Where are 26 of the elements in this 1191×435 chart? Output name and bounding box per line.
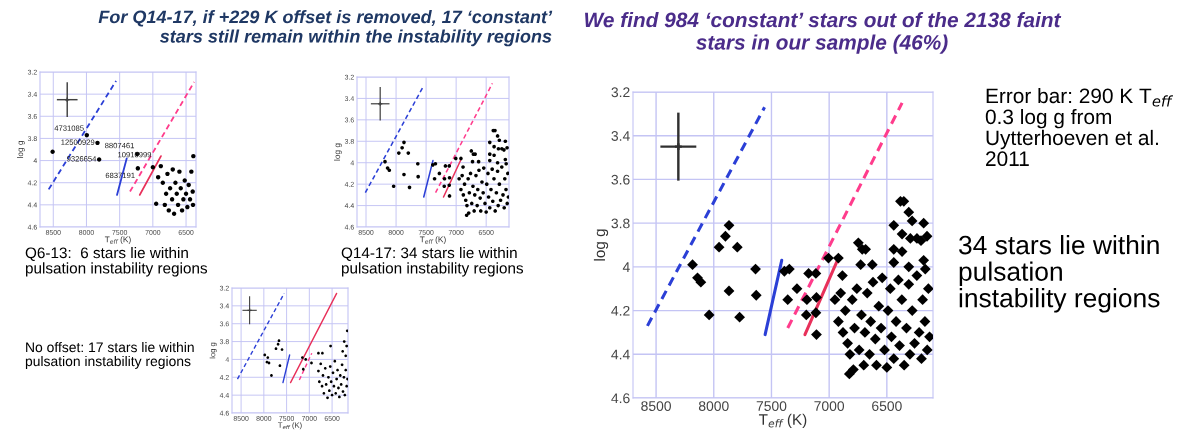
x-axis-title: T$_{eff}$ (K) xyxy=(419,236,446,245)
text: No offset: 17 stars lie within pulsation instability regions xyxy=(25,342,194,369)
x-tick-label: 8000 xyxy=(698,401,729,411)
y-tick-label: 3.2 xyxy=(611,87,630,98)
x-tick-label: 7500 xyxy=(756,401,787,411)
x-tick-label: 8500 xyxy=(641,401,671,411)
x-tick-label: 7000 xyxy=(814,401,845,411)
y-axis-title: log g xyxy=(17,141,25,158)
x-axis-title: T$_{eff}$ (K) xyxy=(104,236,131,245)
text: 34 stars lie within pulsation instability regions xyxy=(959,235,1160,313)
text: Error bar: 290 K T$_{eff}$ 0.3 log g from Uytterhoeven et al. 2011 xyxy=(985,87,1173,167)
y-tick-label: 4.4 xyxy=(611,349,630,360)
y-tick-label: 4 xyxy=(622,262,630,272)
y-tick-label: 4.2 xyxy=(611,305,630,316)
x-axis-title: T$_{eff}$ (K) xyxy=(758,413,807,428)
text: Q14-17: 34 stars lie within pulsation instability regions xyxy=(341,247,524,277)
y-tick-label: 4.6 xyxy=(611,393,630,404)
text: Q6-13: 6 stars lie within pulsation instability regions xyxy=(25,247,208,277)
y-axis-title: log g xyxy=(593,229,609,261)
text: For Q14-17, if +229 K offset is removed, 17 ‘constant’ stars still remain within the instability regions xyxy=(98,10,553,47)
y-tick-label: 3.4 xyxy=(611,131,630,141)
x-tick-label: 6500 xyxy=(872,401,902,411)
chart-title: We find 984 ‘constant’ stars out of the 2138 faint stars in our sample (46%) xyxy=(585,12,1062,54)
y-tick-label: 3.6 xyxy=(611,174,630,185)
y-axis-title: log g xyxy=(334,143,342,161)
y-tick-label: 3.8 xyxy=(611,218,630,229)
